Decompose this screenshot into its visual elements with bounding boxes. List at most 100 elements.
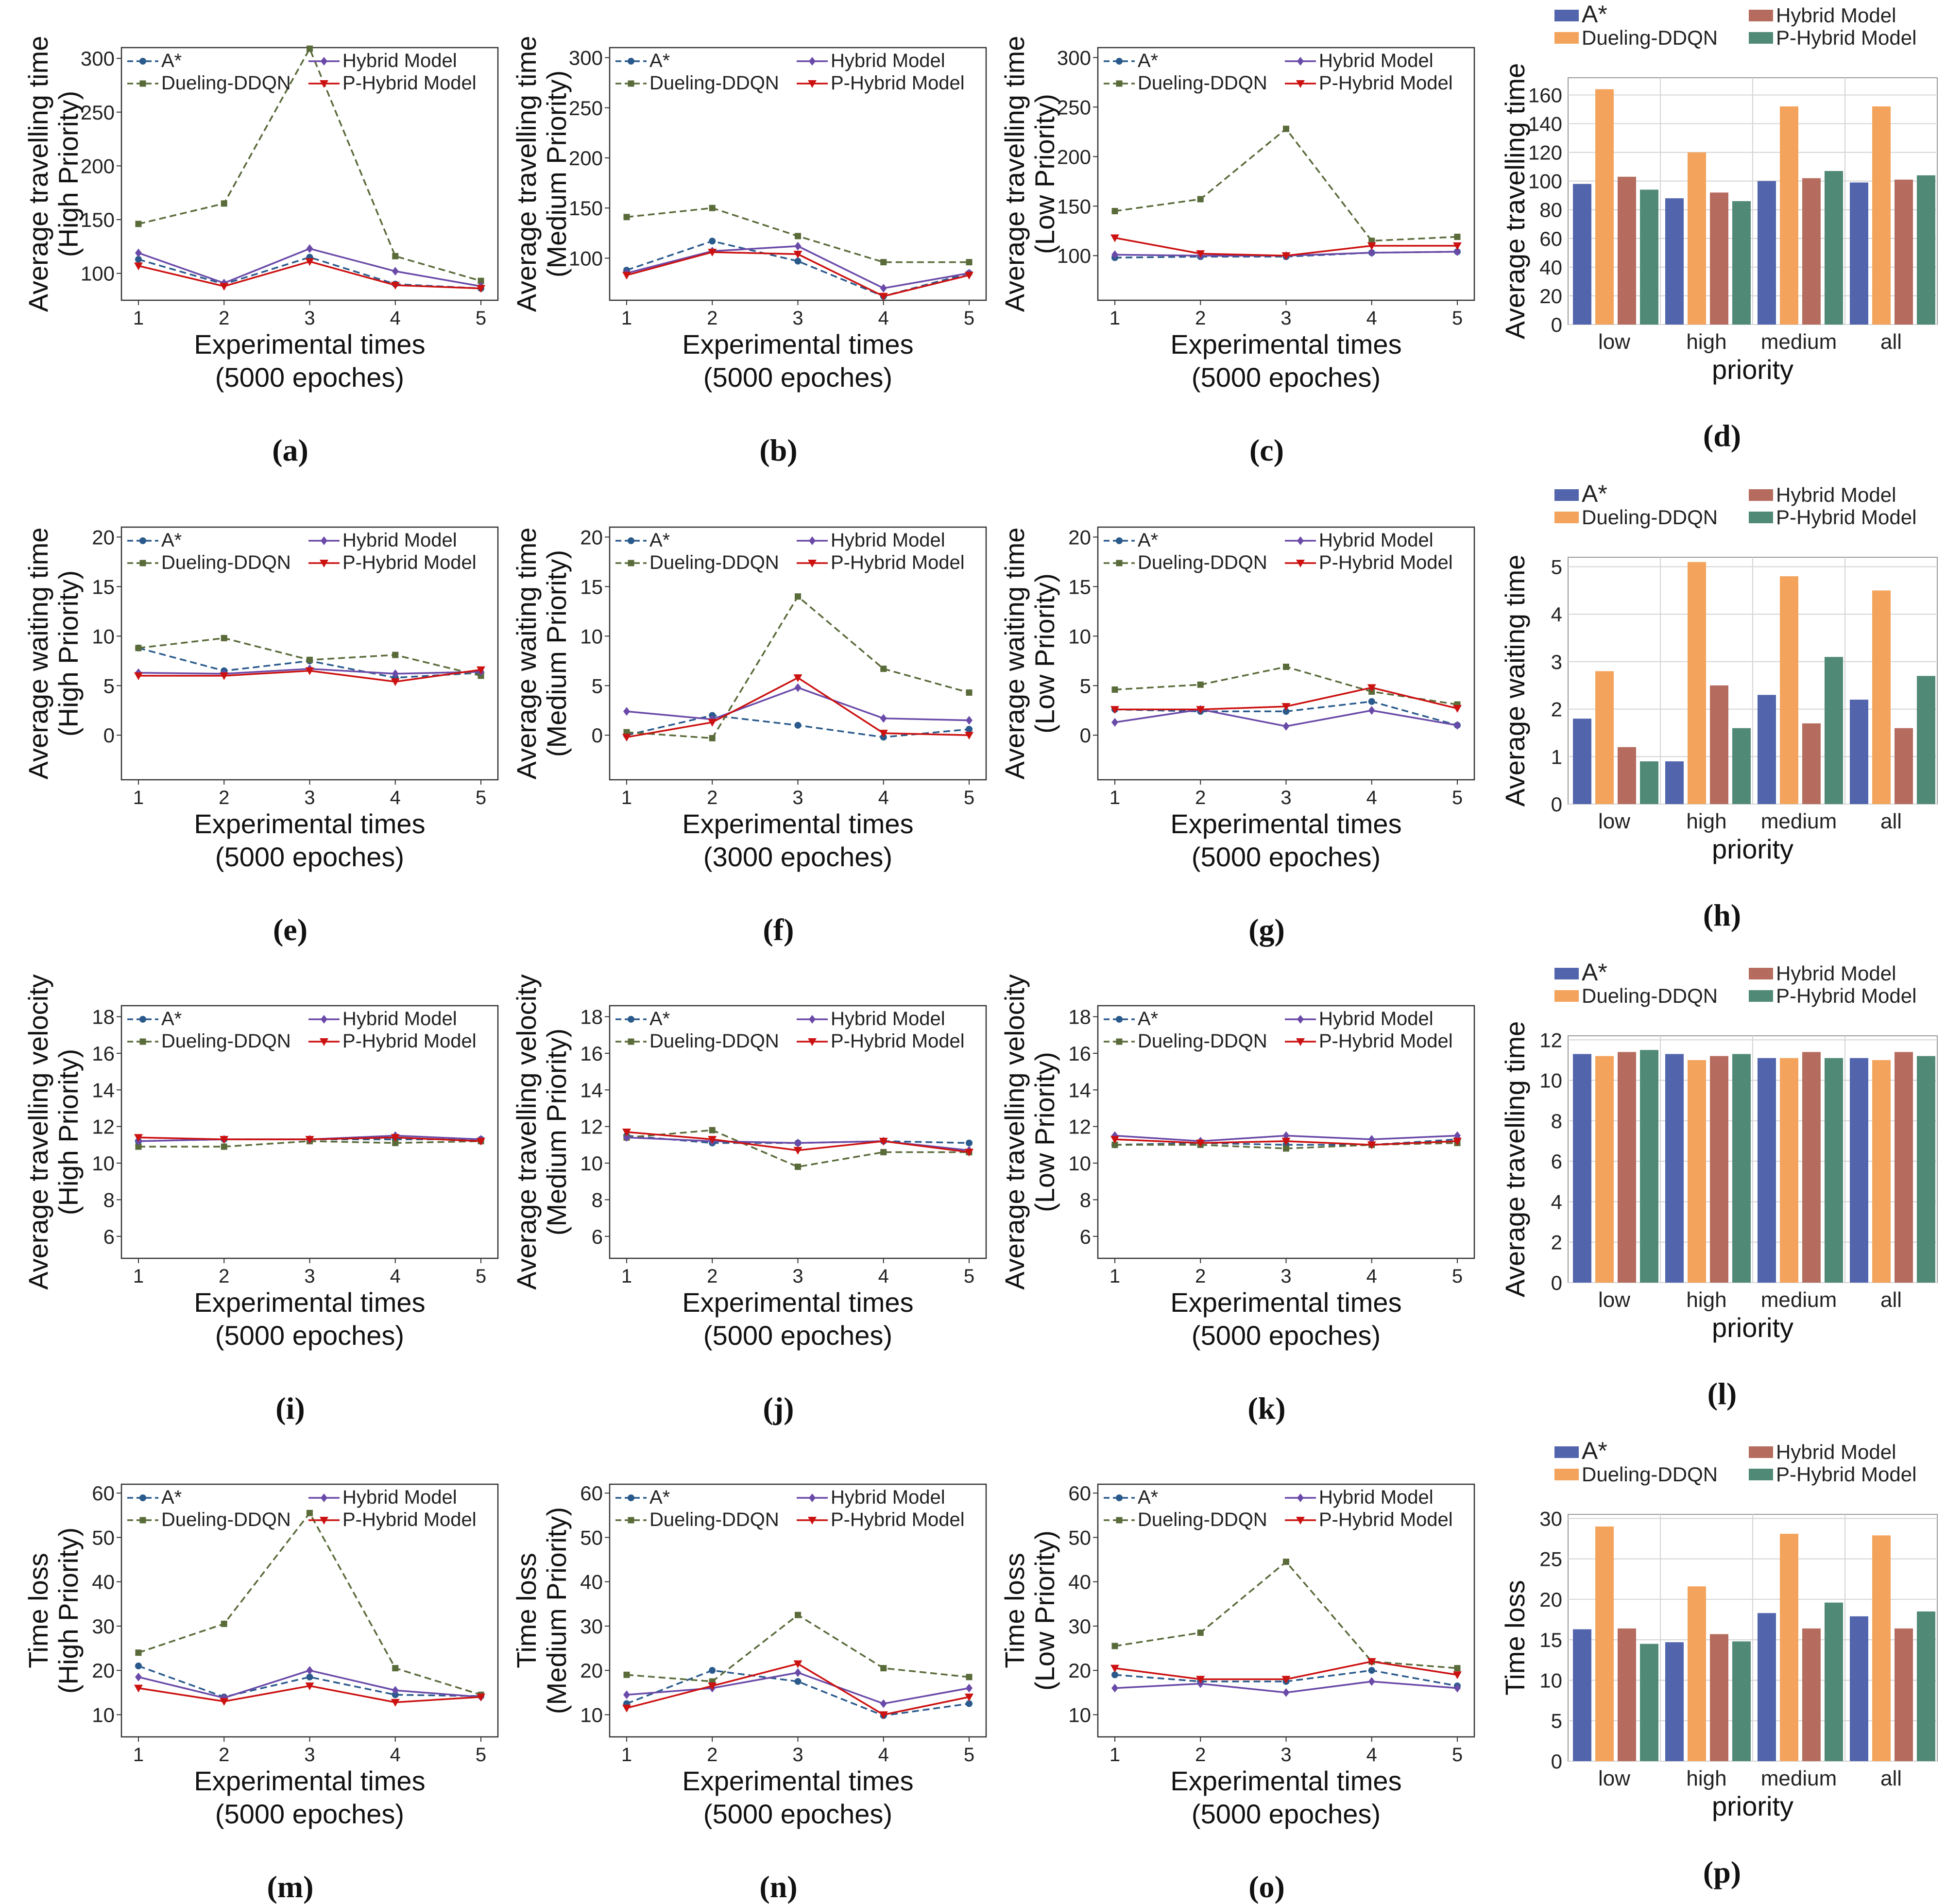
data-point-dueling-ddqn: [880, 1665, 887, 1672]
y-tick-label: 20: [1539, 1588, 1562, 1611]
bar-p-hybrid-model: [1825, 1602, 1843, 1761]
data-point-dueling-ddqn: [1111, 1643, 1118, 1649]
data-point-hybrid-model: [392, 669, 399, 678]
legend-label-dueling-ddqn: Dueling-DDQN: [649, 1030, 779, 1052]
bar-dueling-ddqn: [1780, 1533, 1798, 1761]
bar-hybrid-model: [1710, 1634, 1728, 1761]
x-axis-label: priority: [1712, 354, 1793, 385]
data-point-a-star: [1282, 708, 1290, 715]
y-axis-label-sub: (High Priority): [53, 570, 84, 737]
y-axis-label: Time loss: [999, 1553, 1030, 1668]
series-line-hybrid-model: [626, 1671, 970, 1705]
y-tick-label: 14: [1068, 1079, 1091, 1101]
data-point-dueling-ddqn: [1111, 686, 1118, 693]
bar-p-hybrid-model: [1732, 728, 1751, 804]
circle-marker-icon: [1116, 58, 1123, 65]
legend-label-hybrid-model: Hybrid Model: [1319, 1487, 1434, 1508]
data-point-dueling-ddqn: [478, 277, 484, 284]
data-point-p-hybrid-model: [134, 1684, 143, 1693]
diamond-marker-icon: [809, 536, 816, 545]
bar-hybrid-model: [1710, 685, 1728, 804]
bar-hybrid-model: [1710, 1056, 1728, 1283]
data-point-hybrid-model: [1454, 247, 1461, 257]
bar-p-hybrid-model: [1825, 171, 1843, 325]
bar-dueling-ddqn: [1595, 89, 1614, 325]
data-point-p-hybrid-model: [1110, 1136, 1119, 1144]
data-point-p-hybrid-model: [305, 1682, 314, 1691]
data-point-a-star: [709, 238, 716, 245]
x-tick-label: 3: [1280, 1744, 1291, 1766]
y-tick-label: 250: [1057, 96, 1091, 119]
data-point-dueling-ddqn: [392, 1140, 399, 1147]
data-point-a-star: [392, 1691, 399, 1698]
legend-swatch-p-hybrid-model: [1749, 990, 1773, 1002]
data-point-dueling-ddqn: [392, 652, 399, 658]
legend-label-a-star: A*: [1582, 480, 1607, 507]
data-point-dueling-ddqn: [135, 221, 142, 227]
data-point-dueling-ddqn: [221, 635, 227, 641]
bar-hybrid-model: [1802, 723, 1821, 804]
diamond-marker-icon: [321, 1493, 327, 1502]
bar-a-star: [1850, 1616, 1868, 1761]
y-tick-label: 4: [1551, 603, 1562, 626]
data-point-dueling-ddqn: [392, 253, 399, 259]
bar-dueling-ddqn: [1688, 152, 1706, 325]
data-point-hybrid-model: [880, 284, 887, 293]
data-point-a-star: [966, 1139, 973, 1147]
x-tick-label: 4: [390, 787, 401, 808]
x-tick-label: low: [1598, 330, 1630, 354]
data-point-dueling-ddqn: [1283, 664, 1289, 670]
circle-marker-icon: [628, 58, 634, 65]
y-tick-label: 14: [92, 1079, 115, 1101]
x-axis-label: Experimental times: [1170, 329, 1401, 360]
circle-marker-icon: [1116, 1016, 1123, 1023]
y-axis-label: Average travelling velocity: [23, 974, 53, 1290]
data-point-p-hybrid-model: [622, 734, 631, 742]
bar-a-star: [1850, 182, 1868, 325]
data-point-hybrid-model: [623, 1690, 630, 1699]
legend-label-hybrid-model: Hybrid Model: [342, 1487, 457, 1508]
y-tick-label: 100: [1528, 170, 1562, 193]
x-tick-label: all: [1880, 809, 1902, 833]
x-tick-label: 2: [1195, 308, 1206, 329]
y-tick-label: 5: [1551, 556, 1562, 579]
y-tick-label: 20: [92, 1659, 115, 1682]
data-point-hybrid-model: [794, 241, 802, 251]
x-tick-label: high: [1686, 1288, 1726, 1312]
y-tick-label: 1: [1551, 745, 1562, 768]
bar-dueling-ddqn: [1872, 1060, 1891, 1283]
x-tick-label: 1: [133, 1266, 144, 1287]
y-tick-label: 200: [1057, 145, 1091, 168]
data-point-p-hybrid-model: [1196, 706, 1205, 714]
y-tick-label: 100: [81, 262, 115, 285]
x-axis-label: Experimental times: [682, 1766, 913, 1796]
x-tick-label: 2: [707, 1744, 717, 1766]
data-point-p-hybrid-model: [220, 1698, 229, 1706]
data-point-dueling-ddqn: [966, 689, 973, 696]
legend-swatch-hybrid-model: [1749, 968, 1773, 979]
data-point-hybrid-model: [966, 1683, 973, 1693]
x-tick-label: 4: [390, 1744, 401, 1766]
data-point-p-hybrid-model: [477, 285, 485, 293]
data-point-hybrid-model: [623, 707, 630, 716]
legend-label-dueling-ddqn: Dueling-DDQN: [1582, 984, 1718, 1007]
legend-label-a-star: A*: [1138, 1008, 1158, 1029]
x-axis-label-sub: (3000 epoches): [703, 841, 892, 872]
y-tick-label: 60: [580, 1482, 603, 1505]
legend-label-p-hybrid-model: P-Hybrid Model: [1319, 552, 1453, 573]
data-point-a-star: [794, 257, 802, 265]
data-point-p-hybrid-model: [965, 732, 973, 740]
data-point-dueling-ddqn: [135, 645, 142, 652]
data-point-p-hybrid-model: [391, 678, 400, 686]
y-tick-label: 50: [92, 1526, 115, 1549]
data-point-dueling-ddqn: [1111, 1141, 1118, 1148]
bar-a-star: [1850, 700, 1868, 804]
data-point-dueling-ddqn: [966, 1674, 973, 1681]
x-tick-label: 1: [1110, 308, 1120, 329]
data-point-p-hybrid-model: [1453, 705, 1462, 713]
y-axis-label: Average travelling time: [23, 36, 53, 312]
data-point-dueling-ddqn: [795, 1612, 801, 1618]
x-tick-label: 1: [1110, 787, 1120, 808]
y-tick-label: 160: [1528, 84, 1562, 106]
